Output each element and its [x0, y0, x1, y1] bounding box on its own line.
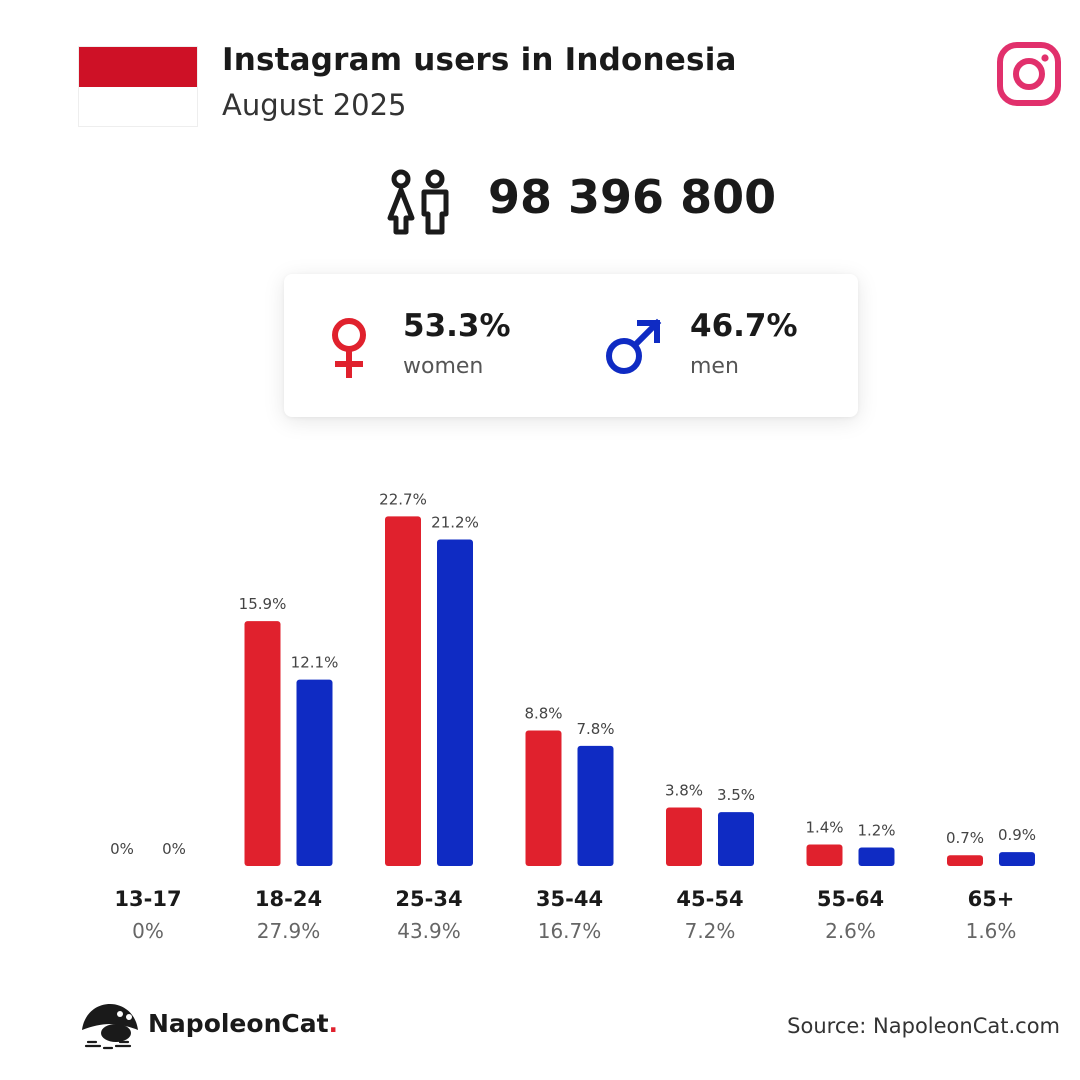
category-total-25-34: 43.9% [397, 919, 461, 943]
category-total-65+: 1.6% [966, 919, 1017, 943]
bar-women-18-24 [244, 621, 281, 866]
category-total-45-54: 7.2% [685, 919, 736, 943]
category-label-13-17: 13-17 [114, 887, 181, 911]
bar-women-35-44 [525, 730, 562, 866]
bar-label-women-65+: 0.7% [946, 829, 984, 847]
brand-name: NapoleonCat. [148, 1009, 338, 1038]
female-icon [332, 318, 366, 378]
bar-label-women-25-34: 22.7% [379, 490, 427, 508]
category-total-13-17: 0% [132, 919, 164, 943]
bar-women-65+ [947, 855, 983, 866]
age-gender-bar-chart: 0% 0% 13-17 0% 15.9% 12.1% 18-24 27.9% 22.7%21.2… [110, 490, 1036, 943]
category-label-45-54: 45-54 [676, 887, 743, 911]
bar-label-women-55-64: 1.4% [805, 818, 843, 836]
brand-name-text: NapoleonCat [148, 1009, 329, 1038]
source-credit: Source: NapoleonCat.com [787, 1014, 1060, 1038]
brand-dot: . [328, 1009, 339, 1038]
bar-women-25-34 [385, 516, 421, 866]
category-label-35-44: 35-44 [536, 887, 603, 911]
category-total-55-64: 2.6% [825, 919, 876, 943]
gender-split-card: 53.3% women 46.7% men [284, 274, 858, 417]
bar-label-women-13-17: 0% [110, 840, 134, 858]
bar-men-18-24 [296, 679, 333, 866]
flag-white-stripe [79, 87, 197, 126]
bar-label-men-25-34: 21.2% [431, 514, 479, 532]
category-label-18-24: 18-24 [255, 887, 322, 911]
category-label-65+: 65+ [968, 887, 1015, 911]
men-label: men [690, 354, 739, 379]
category-total-18-24: 27.9% [257, 919, 321, 943]
bar-label-men-13-17: 0% [162, 840, 186, 858]
bar-men-65+ [999, 852, 1035, 866]
category-label-55-64: 55-64 [817, 887, 884, 911]
page-subtitle: August 2025 [222, 88, 407, 122]
category-label-25-34: 25-34 [395, 887, 462, 911]
bar-women-55-64 [806, 844, 843, 866]
flag-red-stripe [79, 47, 197, 87]
bar-label-men-35-44: 7.8% [576, 720, 614, 738]
bar-label-women-45-54: 3.8% [665, 781, 703, 799]
total-users-value: 98 396 800 [488, 170, 777, 224]
napoleoncat-logo-icon [82, 1004, 138, 1050]
users-icon [387, 169, 449, 235]
bar-label-men-45-54: 3.5% [717, 786, 755, 804]
category-total-35-44: 16.7% [538, 919, 602, 943]
bar-label-women-35-44: 8.8% [524, 704, 562, 722]
men-percentage: 46.7% [690, 308, 798, 344]
bar-label-men-55-64: 1.2% [857, 822, 895, 840]
women-label: women [403, 354, 484, 379]
page-title: Instagram users in Indonesia [222, 42, 737, 78]
bar-women-45-54 [666, 807, 702, 866]
bar-label-men-18-24: 12.1% [291, 654, 339, 672]
bar-men-55-64 [858, 847, 895, 866]
instagram-icon [997, 42, 1061, 106]
indonesia-flag [79, 47, 197, 126]
bar-men-45-54 [718, 812, 754, 866]
bar-label-women-18-24: 15.9% [239, 595, 287, 613]
bar-label-men-65+: 0.9% [998, 826, 1036, 844]
male-icon [606, 318, 662, 374]
bar-men-35-44 [577, 745, 614, 866]
bar-men-25-34 [437, 539, 473, 866]
women-percentage: 53.3% [403, 308, 511, 344]
